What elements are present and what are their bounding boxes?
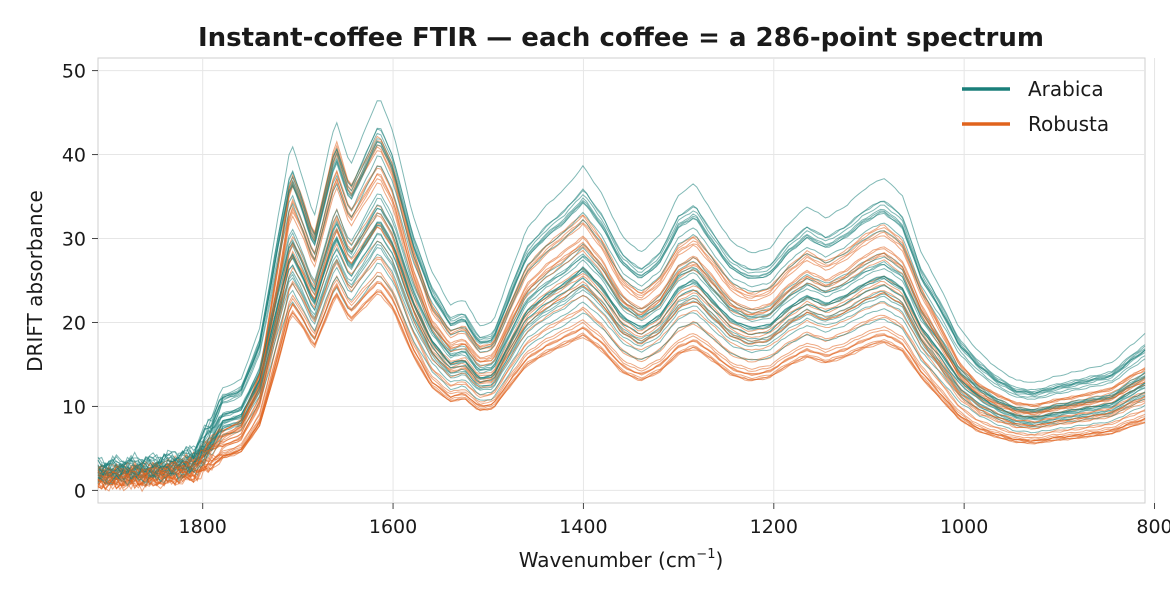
legend-label-robusta: Robusta <box>1028 112 1109 136</box>
spectrum-line-robusta <box>97 140 1146 473</box>
spectrum-line-robusta <box>97 226 1146 491</box>
spectrum-line-arabica <box>97 140 1146 468</box>
spectrum-line-arabica <box>97 222 1146 478</box>
spectrum-line-arabica <box>97 240 1146 487</box>
x-tick-label: 800 <box>1136 516 1170 538</box>
spectrum-line-arabica <box>97 207 1146 472</box>
spectrum-line-arabica <box>97 155 1146 474</box>
y-axis-ticks: 0 10 20 30 40 50 <box>62 61 98 502</box>
spectrum-line-arabica <box>97 262 1146 479</box>
spectrum-line-robusta <box>97 146 1146 476</box>
spectra-layer <box>97 100 1146 493</box>
spectrum-line-robusta <box>97 223 1146 482</box>
x-tick-label: 1200 <box>750 516 798 538</box>
x-axis-ticks: 1800 1600 1400 1200 1000 800 <box>179 503 1170 538</box>
spectrum-line-arabica <box>97 275 1146 487</box>
x-axis-label-main: Wavenumber (cm <box>519 548 697 572</box>
x-tick-label: 1400 <box>559 516 607 538</box>
spectrum-line-robusta <box>97 282 1146 490</box>
x-tick-label: 1800 <box>179 516 227 538</box>
spectrum-line-arabica <box>97 100 1146 469</box>
y-tick-label: 0 <box>74 480 86 502</box>
spectrum-line-robusta <box>97 271 1146 486</box>
y-tick-label: 30 <box>62 229 86 251</box>
spectrum-line-robusta <box>97 182 1146 487</box>
spectrum-line-arabica <box>97 128 1146 475</box>
spectrum-line-robusta <box>97 258 1146 490</box>
y-tick-label: 10 <box>62 396 86 418</box>
legend-label-arabica: Arabica <box>1028 77 1104 101</box>
legend: Arabica Robusta <box>962 77 1109 136</box>
chart-title: Instant-coffee FTIR — each coffee = a 28… <box>198 23 1044 53</box>
x-axis-label-end: ) <box>715 548 723 572</box>
y-tick-label: 40 <box>62 145 86 167</box>
x-axis-label-superscript: −1 <box>696 547 715 562</box>
spectrum-line-arabica <box>97 233 1146 477</box>
spectrum-line-arabica <box>97 165 1146 468</box>
y-tick-label: 50 <box>62 61 86 83</box>
spectrum-line-robusta <box>97 275 1146 490</box>
x-tick-label: 1600 <box>369 516 417 538</box>
y-axis-label: DRIFT absorbance <box>23 190 47 372</box>
x-axis-label: Wavenumber (cm−1) <box>519 547 724 572</box>
y-tick-label: 20 <box>62 312 86 334</box>
x-tick-label: 1000 <box>940 516 988 538</box>
spectrum-line-robusta <box>97 289 1146 484</box>
